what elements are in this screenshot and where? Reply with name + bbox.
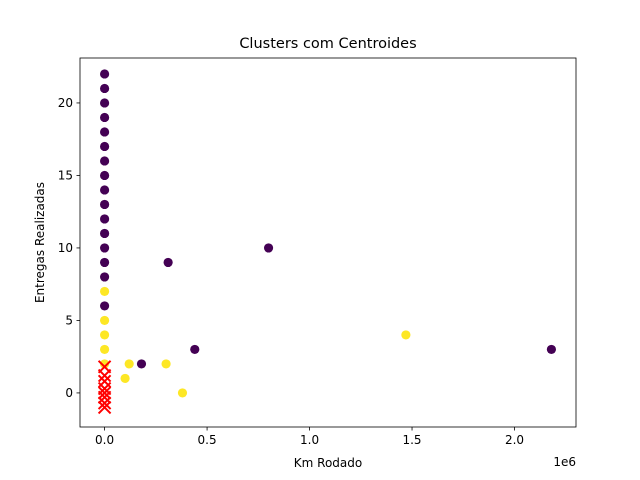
data-point [124,359,134,369]
data-point [99,214,110,224]
x-axis: 0.0 0.5 1.0 1.5 2.0 [95,427,524,447]
y-tick-label: 15 [58,169,73,183]
data-point [163,257,173,268]
data-point [99,301,110,311]
data-point [99,315,110,326]
data-point [99,359,110,369]
plot-area [97,69,557,415]
data-point [161,359,171,369]
data-point [99,286,110,297]
data-point [99,344,110,355]
data-point [99,330,110,340]
data-point [177,388,188,398]
y-tick-label: 20 [58,96,73,110]
data-point [99,272,110,282]
data-point [99,98,110,108]
series-cluster_1 [99,286,411,398]
y-tick-label: 10 [58,241,73,255]
x-tick-label: 1.5 [402,433,421,447]
y-axis: 0 5 10 15 20 [58,96,80,400]
data-point [136,359,147,369]
x-tick-label: 1.0 [300,433,319,447]
data-point [99,112,110,123]
x-axis-offset-label: 1e6 [553,455,576,469]
data-point [99,156,110,166]
centroid-marker [97,390,112,404]
data-point [120,373,130,384]
series-cluster_0 [99,69,557,369]
series-centroid [97,360,112,415]
x-axis-label: Km Rodado [294,456,362,470]
centroid-marker [97,386,112,400]
x-tick-label: 0.0 [95,433,114,447]
data-point [99,83,110,94]
data-point [99,257,110,268]
y-tick-label: 0 [65,386,73,400]
chart-title: Clusters com Centroides [239,36,416,52]
x-tick-label: 2.0 [505,433,524,447]
centroid-marker [97,396,112,410]
y-tick-label: 5 [65,314,73,328]
data-point [546,344,557,355]
x-tick-label: 0.5 [198,433,217,447]
y-axis-label: Entregas Realizadas [33,182,47,303]
data-point [401,330,411,340]
data-point [190,344,200,355]
data-point [99,127,110,137]
axes-frame [79,57,577,428]
data-point [99,69,110,79]
centroid-marker [97,400,112,415]
data-point [99,199,110,210]
data-point [99,228,110,239]
data-point [99,170,110,181]
centroid-marker [97,368,112,383]
data-point [263,243,274,253]
data-point [99,185,110,195]
data-point [99,243,110,253]
data-point [99,141,110,152]
